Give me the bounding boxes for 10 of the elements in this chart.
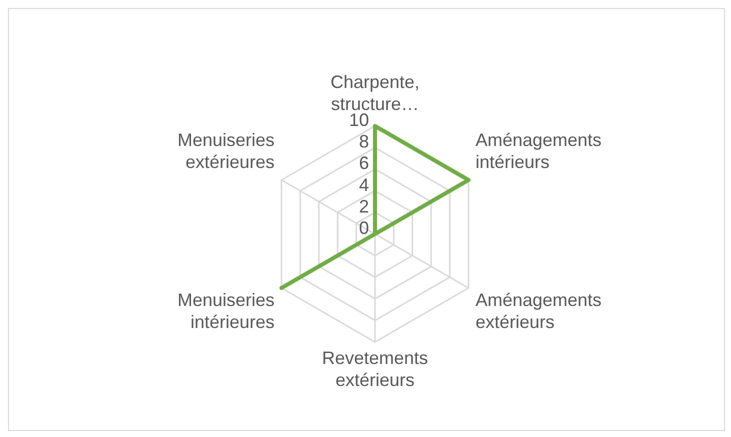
y-tick-label: 4 — [358, 174, 369, 195]
spoke-label: Aménagements intérieurs — [475, 130, 602, 172]
spoke-label: Menuiseries intérieures — [177, 290, 275, 332]
spoke-label: Aménagements extérieurs — [475, 290, 602, 332]
y-tick-label: 6 — [358, 153, 369, 174]
y-tick-label: 0 — [358, 218, 369, 238]
spoke-label: Menuiseries extérieures — [177, 130, 275, 172]
spoke-label: Revetements extérieurs — [322, 348, 428, 390]
y-tick-label: 2 — [358, 196, 369, 216]
y-tick-label: 8 — [358, 132, 369, 152]
